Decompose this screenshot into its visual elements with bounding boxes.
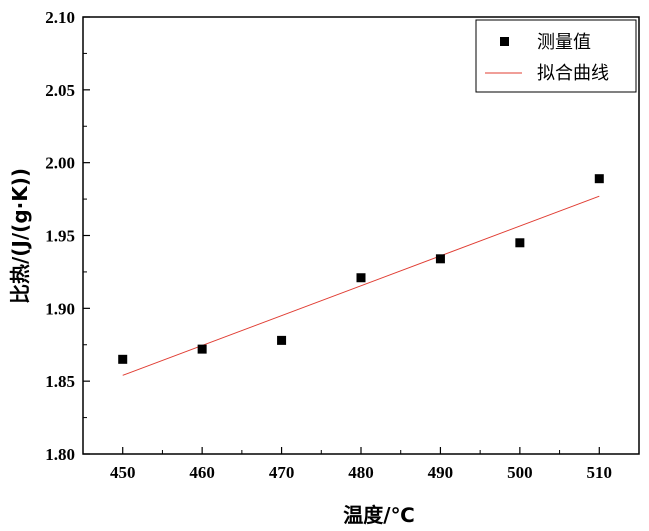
axis-ticks: 450 460 470 480 490 500 510 1.80 1.85 1.90 1.95 2.0…: [45, 8, 612, 482]
y-tick-label: 2.00: [45, 154, 75, 173]
y-tick-label: 1.90: [45, 299, 75, 318]
legend-label-fit: 拟合曲线: [537, 63, 609, 84]
x-tick-label: 450: [110, 463, 136, 482]
data-point: [594, 174, 604, 184]
data-point: [515, 238, 525, 248]
x-tick-label: 500: [507, 463, 533, 482]
y-tick-label: 1.85: [45, 372, 75, 391]
x-tick-label: 510: [587, 463, 613, 482]
fit-line: [122, 195, 600, 376]
legend-marker-measured: [500, 37, 509, 46]
legend-box: [475, 19, 637, 93]
x-tick-label: 490: [428, 463, 454, 482]
legend-label-measured: 测量值: [537, 32, 591, 53]
y-axis-title: 比热/(J/(g·K)): [8, 168, 32, 304]
x-tick-label: 470: [269, 463, 295, 482]
data-point: [435, 254, 445, 264]
x-axis-title: 温度/℃: [343, 503, 415, 527]
y-tick-label: 1.80: [45, 445, 75, 464]
y-tick-label: 2.05: [45, 81, 75, 100]
legend: 测量值 拟合曲线: [475, 19, 637, 93]
y-tick-label: 1.95: [45, 227, 75, 246]
data-point: [197, 344, 207, 354]
fit-line-layer: [122, 195, 600, 376]
x-tick-label: 480: [348, 463, 374, 482]
y-tick-label: 2.10: [45, 8, 75, 27]
data-point: [356, 273, 366, 283]
data-points: [118, 174, 604, 364]
data-point: [118, 354, 128, 364]
x-tick-label: 460: [189, 463, 215, 482]
data-point: [277, 335, 287, 345]
